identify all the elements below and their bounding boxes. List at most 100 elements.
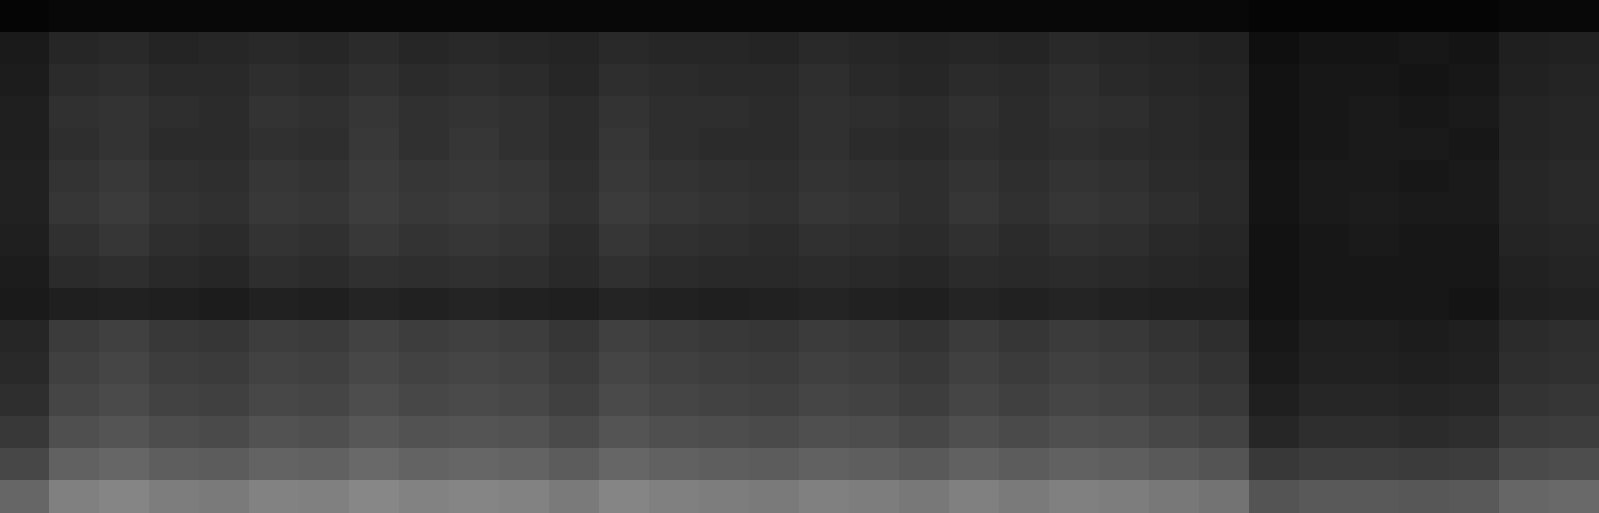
cell [999, 160, 1050, 193]
cell [349, 0, 400, 33]
cell [1299, 384, 1350, 417]
cell [649, 32, 700, 65]
cell [149, 0, 200, 33]
cell [599, 384, 650, 417]
cell [949, 128, 1000, 161]
cell [0, 32, 50, 65]
cell [199, 480, 250, 513]
cell [999, 320, 1050, 353]
cell [1449, 160, 1500, 193]
cell [599, 224, 650, 257]
cell [549, 416, 600, 449]
cell [399, 32, 450, 65]
cell [199, 128, 250, 161]
cell [399, 480, 450, 513]
cells [0, 0, 1599, 513]
cell [249, 256, 300, 289]
cell [299, 128, 350, 161]
cell [0, 384, 50, 417]
cell [99, 224, 150, 257]
cell [1099, 0, 1150, 33]
cell [1399, 128, 1450, 161]
cell [999, 384, 1050, 417]
cell [249, 96, 300, 129]
cell [1349, 256, 1400, 289]
cell [949, 448, 1000, 481]
cell [949, 96, 1000, 129]
cell [0, 96, 50, 129]
cell [49, 128, 100, 161]
cell [749, 352, 800, 385]
cell [199, 384, 250, 417]
cell [49, 352, 100, 385]
cell [1349, 32, 1400, 65]
cell [749, 416, 800, 449]
cell [1149, 64, 1200, 97]
cell [1549, 0, 1599, 33]
cell [599, 448, 650, 481]
cell [449, 0, 500, 33]
cell [849, 128, 900, 161]
cell [1049, 320, 1100, 353]
cell [899, 352, 950, 385]
cell [399, 416, 450, 449]
cell [99, 416, 150, 449]
cell [449, 256, 500, 289]
cell [1449, 448, 1500, 481]
cell [1499, 352, 1550, 385]
cell [349, 480, 400, 513]
cell [1049, 64, 1100, 97]
cell [199, 192, 250, 225]
cell [1549, 256, 1599, 289]
cell [699, 96, 750, 129]
cell [1049, 0, 1100, 33]
cell [799, 288, 850, 321]
cell [899, 448, 950, 481]
cell [349, 64, 400, 97]
cell [999, 224, 1050, 257]
cell [449, 480, 500, 513]
cell [499, 448, 550, 481]
cell [1449, 288, 1500, 321]
cell [1099, 256, 1150, 289]
cell [699, 288, 750, 321]
cell [699, 256, 750, 289]
cell [949, 480, 1000, 513]
cell [1099, 480, 1150, 513]
cell [949, 160, 1000, 193]
cell [649, 448, 700, 481]
cell [1349, 224, 1400, 257]
cell [1499, 160, 1550, 193]
cell [1449, 128, 1500, 161]
cell [1549, 32, 1599, 65]
cell [1349, 64, 1400, 97]
cell [1399, 256, 1450, 289]
cell [649, 256, 700, 289]
cell [1399, 384, 1450, 417]
cell [249, 320, 300, 353]
cell [1349, 0, 1400, 33]
cell [699, 224, 750, 257]
cell [1349, 128, 1400, 161]
cell [1399, 192, 1450, 225]
cell [949, 384, 1000, 417]
cell [899, 288, 950, 321]
cell [1349, 416, 1400, 449]
cell [949, 224, 1000, 257]
cell [1399, 160, 1450, 193]
cell [299, 448, 350, 481]
cell [1049, 480, 1100, 513]
cell [699, 480, 750, 513]
cell [699, 0, 750, 33]
cell [399, 320, 450, 353]
cell [1149, 352, 1200, 385]
cell [399, 192, 450, 225]
cell [1199, 96, 1250, 129]
cell [1099, 384, 1150, 417]
cell [1349, 480, 1400, 513]
cell [349, 320, 400, 353]
cell [149, 128, 200, 161]
cell [249, 32, 300, 65]
cell [799, 256, 850, 289]
cell [49, 384, 100, 417]
